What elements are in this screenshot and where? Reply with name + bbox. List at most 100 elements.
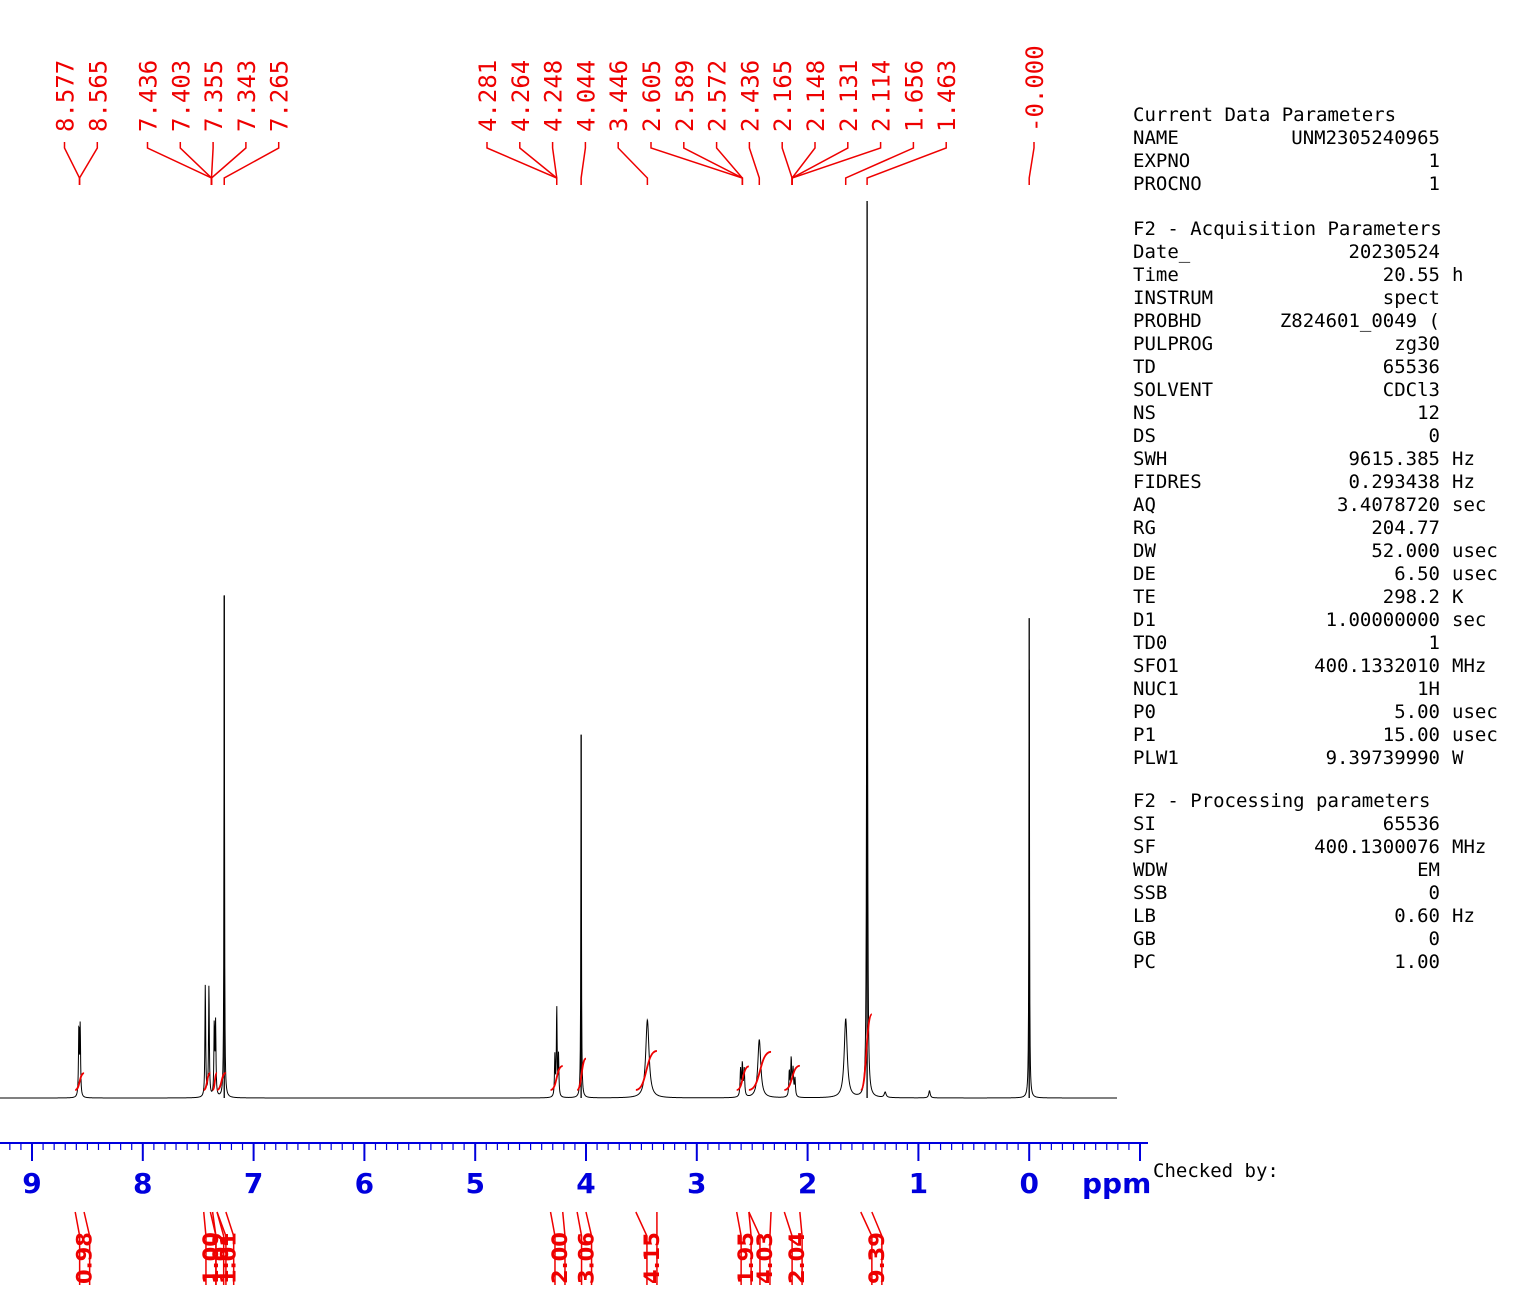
peak-label: 4.281 <box>474 60 502 132</box>
parameter-value: 5.00 <box>1394 701 1440 723</box>
parameter-value: Z824601_0049 ( <box>1279 310 1440 332</box>
parameter-value: 9.39739990 <box>1325 747 1440 769</box>
peak-connector <box>844 142 915 185</box>
peak-connector <box>791 142 849 185</box>
parameter-value: zg30 <box>1394 333 1440 355</box>
integral-bracket <box>748 1211 761 1285</box>
parameter-key: TD <box>1133 356 1156 378</box>
integral-value: 3.06 <box>575 1232 599 1284</box>
integral-bracket <box>769 1211 772 1285</box>
parameter-key: FIDRES <box>1133 471 1202 493</box>
parameter-section: F2 - Processing parameters SI 65536 SF 400.1… <box>1133 790 1486 974</box>
parameter-key: SI <box>1133 813 1156 835</box>
peak-label: 8.565 <box>84 60 112 132</box>
parameter-unit <box>1440 951 1452 974</box>
parameter-row: P1 15.00 usec <box>1133 724 1498 747</box>
peak-label: 7.265 <box>266 60 294 132</box>
peak-connector <box>63 142 81 185</box>
parameter-row: WDW EM <box>1133 859 1486 882</box>
tick-label: 1 <box>909 1167 928 1200</box>
integral-curve <box>550 1065 564 1091</box>
parameter-row: TE 298.2 K <box>1133 586 1498 609</box>
peak-connector <box>210 142 247 185</box>
parameter-row: SOLVENT CDCl3 <box>1133 379 1498 402</box>
parameter-unit <box>1440 632 1452 655</box>
parameter-row: EXPNO 1 <box>1133 150 1452 173</box>
peak-connector <box>551 142 558 185</box>
parameter-value: 400.1332010 <box>1314 655 1440 677</box>
parameter-row: AQ 3.4078720 sec <box>1133 494 1498 517</box>
parameter-unit: Hz <box>1452 448 1475 470</box>
integral-curve <box>216 1072 227 1091</box>
peak-connector <box>791 142 816 185</box>
peak-connector <box>78 142 99 185</box>
integral-bracket <box>202 1211 207 1285</box>
parameter-unit <box>1440 127 1452 150</box>
integral-bracket <box>216 1211 225 1285</box>
parameter-value: EM <box>1417 859 1440 881</box>
peak-label: -0.000 <box>1021 45 1049 132</box>
parameter-value: 15.00 <box>1382 724 1440 746</box>
peak-label: 2.589 <box>671 60 699 132</box>
parameter-value: 0.293438 <box>1348 471 1440 493</box>
parameter-key: WDW <box>1133 859 1168 881</box>
integral-curve <box>74 1072 85 1091</box>
peak-label: 1.656 <box>900 60 928 132</box>
parameter-unit: W <box>1452 747 1464 769</box>
parameter-row: SI 65536 <box>1133 813 1486 836</box>
parameter-section-title: Current Data Parameters <box>1133 104 1397 126</box>
parameter-unit <box>1440 287 1452 310</box>
parameter-value: 0 <box>1428 425 1440 447</box>
integral-value: 1.00 <box>199 1232 223 1284</box>
parameter-key: PC <box>1133 951 1156 973</box>
parameter-key: EXPNO <box>1133 150 1191 172</box>
parameter-unit <box>1440 425 1452 448</box>
peak-label: 7.355 <box>200 60 228 132</box>
parameter-key: D1 <box>1133 609 1156 631</box>
axis-label: ppm <box>1082 1167 1150 1200</box>
parameter-unit <box>1440 379 1452 402</box>
parameter-key: GB <box>1133 928 1156 950</box>
peak-connector <box>866 142 947 185</box>
parameter-key: RG <box>1133 517 1156 539</box>
parameter-row: INSTRUM spect <box>1133 287 1498 310</box>
parameter-unit: usec <box>1452 724 1498 746</box>
integral-value: 4.15 <box>640 1232 664 1284</box>
peak-connector <box>580 142 587 185</box>
parameter-key: TD0 <box>1133 632 1168 654</box>
spectrum-trace-layer <box>0 201 1117 1099</box>
integral-value: 1.95 <box>734 1232 758 1284</box>
peak-label: 2.148 <box>802 60 830 132</box>
parameter-unit: sec <box>1452 609 1487 631</box>
tick-label: 7 <box>244 1167 263 1200</box>
integral-value: 4.03 <box>753 1232 777 1284</box>
spectrum-line <box>0 204 1117 1099</box>
peak-label: 2.605 <box>638 60 666 132</box>
parameter-key: SWH <box>1133 448 1168 470</box>
integral-bracket <box>748 1211 752 1285</box>
parameter-row: NS 12 <box>1133 402 1498 425</box>
parameter-row: SWH 9615.385 Hz <box>1133 448 1498 471</box>
integral-value: 2.00 <box>548 1232 572 1284</box>
peak-label: 1.463 <box>933 60 961 132</box>
parameter-value: 1.00 <box>1394 951 1440 973</box>
parameter-value: 20230524 <box>1348 241 1440 263</box>
integral-bracket <box>576 1211 583 1285</box>
parameter-value: 0 <box>1428 928 1440 950</box>
parameter-key: PULPROG <box>1133 333 1214 355</box>
parameter-unit <box>1440 928 1452 951</box>
parameter-key: PLW1 <box>1133 747 1179 769</box>
parameter-value: CDCl3 <box>1382 379 1440 401</box>
peak-connector <box>1028 142 1035 185</box>
peak-label: 2.165 <box>769 60 797 132</box>
parameter-row: TD 65536 <box>1133 356 1498 379</box>
parameter-unit <box>1440 882 1452 905</box>
parameter-key: SSB <box>1133 882 1168 904</box>
parameter-unit <box>1440 517 1452 540</box>
parameter-unit: sec <box>1452 494 1487 516</box>
parameter-value: 52.000 <box>1371 540 1440 562</box>
parameter-value: UNM2305240965 <box>1291 127 1440 149</box>
parameter-row: PC 1.00 <box>1133 951 1486 974</box>
parameter-unit: MHz <box>1452 655 1487 677</box>
peak-label: 7.436 <box>135 60 163 132</box>
